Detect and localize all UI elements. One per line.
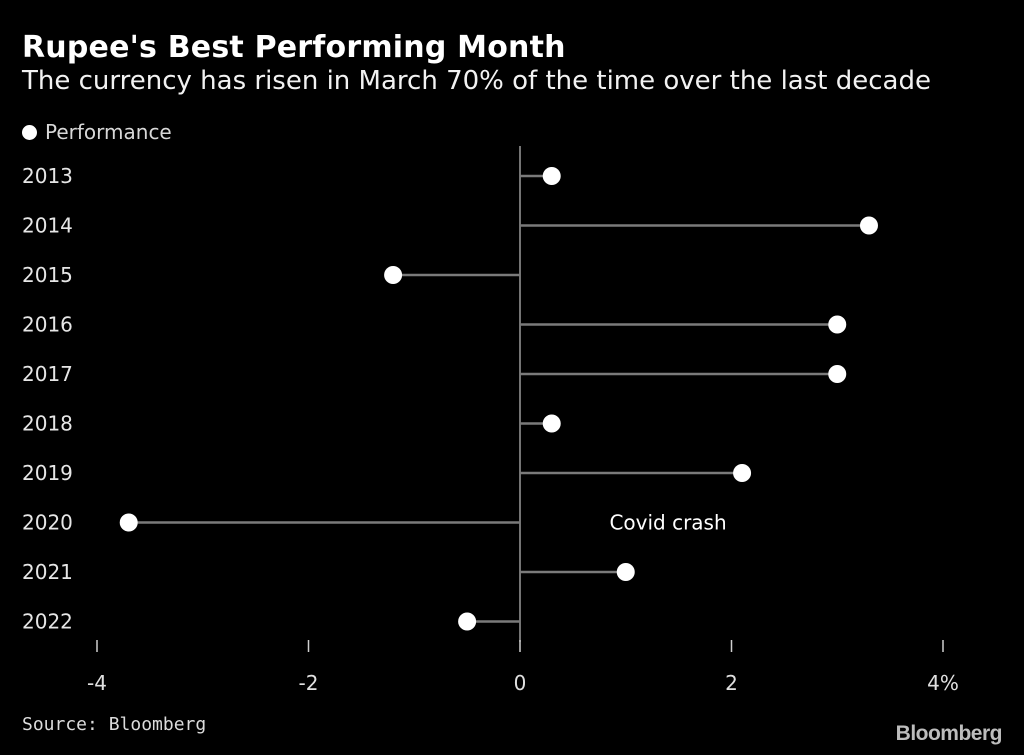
data-point-2021: [616, 563, 635, 581]
x-tick-label: -4: [87, 671, 107, 695]
data-point-2015: [384, 266, 403, 284]
category-label-2017: 2017: [22, 362, 73, 386]
data-point-2013: [542, 167, 561, 185]
data-point-2018: [542, 414, 561, 433]
category-label-2021: 2021: [22, 560, 73, 584]
annotation-label: Covid crash: [609, 511, 726, 535]
category-label-2015: 2015: [22, 263, 73, 287]
category-label-2016: 2016: [22, 313, 73, 337]
data-point-2020: [119, 513, 138, 532]
data-point-2019: [733, 464, 752, 482]
category-label-2019: 2019: [22, 461, 73, 485]
data-point-2017: [828, 365, 847, 383]
chart-subtitle: The currency has risen in March 70% of t…: [22, 66, 931, 96]
x-tick-label: 0: [514, 671, 527, 695]
category-label-2018: 2018: [22, 412, 73, 436]
category-label-2013: 2013: [22, 164, 73, 188]
category-label-2020: 2020: [22, 511, 73, 535]
data-point-2022: [458, 612, 477, 631]
category-label-2022: 2022: [22, 610, 73, 634]
legend: Performance: [22, 120, 172, 144]
source-note: Source: Bloomberg: [22, 714, 207, 735]
legend-marker: [22, 124, 37, 140]
data-point-2014: [859, 216, 878, 235]
chart-title: Rupee's Best Performing Month: [22, 30, 566, 65]
x-tick-label: -2: [299, 671, 319, 695]
category-label-2014: 2014: [22, 214, 73, 238]
x-tick-label: 4%: [927, 671, 959, 695]
x-tick-label: 2: [725, 671, 738, 695]
bloomberg-logo: Bloomberg: [895, 722, 1003, 745]
data-point-2016: [828, 315, 847, 334]
lollipop-chart: -4 -2 0 2 4% 2013 2014 2015 2016 2017 2018 2019 2020…: [22, 146, 959, 695]
legend-label: Performance: [45, 120, 172, 144]
